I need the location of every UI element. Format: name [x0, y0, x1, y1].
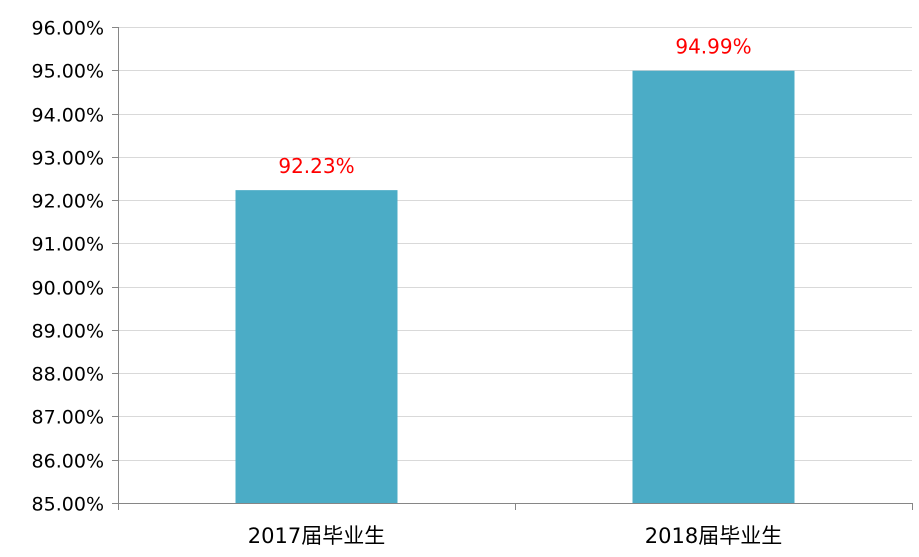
y-tick-label: 85.00% — [32, 494, 104, 516]
y-tick-label: 86.00% — [32, 451, 104, 473]
y-tick-label: 95.00% — [32, 61, 104, 83]
y-tick-label: 87.00% — [32, 407, 104, 429]
y-tick-labels: 85.00% 86.00% 87.00% 88.00% 89.00% 90.00% 91.0… — [32, 18, 104, 516]
axes — [112, 27, 913, 510]
x-tick-labels: 2017届毕业生 2018届毕业生 — [248, 524, 782, 548]
y-tick-label: 90.00% — [32, 278, 104, 300]
y-tick-label: 88.00% — [32, 364, 104, 386]
y-tick-label: 94.00% — [32, 105, 104, 127]
y-tick-label: 89.00% — [32, 321, 104, 343]
bar — [632, 70, 795, 504]
bars — [235, 70, 795, 504]
x-category-label: 2018届毕业生 — [645, 524, 782, 548]
bar — [235, 190, 398, 503]
y-tick-label: 96.00% — [32, 18, 104, 40]
x-category-label: 2017届毕业生 — [248, 524, 385, 548]
bar-data-label: 94.99% — [675, 35, 751, 59]
y-tick-label: 92.00% — [32, 191, 104, 213]
y-tick-label: 91.00% — [32, 234, 104, 256]
y-tick-label: 93.00% — [32, 148, 104, 170]
bar-data-label: 92.23% — [278, 154, 354, 178]
data-labels: 92.23% 94.99% — [278, 35, 751, 178]
